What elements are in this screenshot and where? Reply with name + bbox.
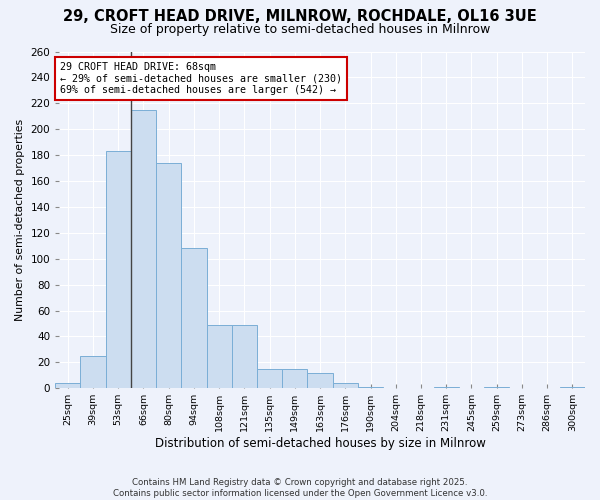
- Bar: [560, 387, 585, 388]
- Bar: [156, 163, 181, 388]
- Text: 29 CROFT HEAD DRIVE: 68sqm
← 29% of semi-detached houses are smaller (230)
69% o: 29 CROFT HEAD DRIVE: 68sqm ← 29% of semi…: [61, 62, 343, 95]
- Text: Contains HM Land Registry data © Crown copyright and database right 2025.
Contai: Contains HM Land Registry data © Crown c…: [113, 478, 487, 498]
- Bar: [332, 383, 358, 388]
- Y-axis label: Number of semi-detached properties: Number of semi-detached properties: [15, 119, 25, 321]
- X-axis label: Distribution of semi-detached houses by size in Milnrow: Distribution of semi-detached houses by …: [155, 437, 485, 450]
- Bar: [358, 387, 383, 388]
- Bar: [80, 356, 106, 388]
- Bar: [484, 387, 509, 388]
- Text: 29, CROFT HEAD DRIVE, MILNROW, ROCHDALE, OL16 3UE: 29, CROFT HEAD DRIVE, MILNROW, ROCHDALE,…: [63, 9, 537, 24]
- Bar: [307, 372, 332, 388]
- Bar: [131, 110, 156, 388]
- Bar: [434, 387, 459, 388]
- Bar: [106, 151, 131, 388]
- Bar: [55, 383, 80, 388]
- Bar: [257, 369, 282, 388]
- Text: Size of property relative to semi-detached houses in Milnrow: Size of property relative to semi-detach…: [110, 22, 490, 36]
- Bar: [206, 325, 232, 388]
- Bar: [181, 248, 206, 388]
- Bar: [282, 369, 307, 388]
- Bar: [232, 325, 257, 388]
